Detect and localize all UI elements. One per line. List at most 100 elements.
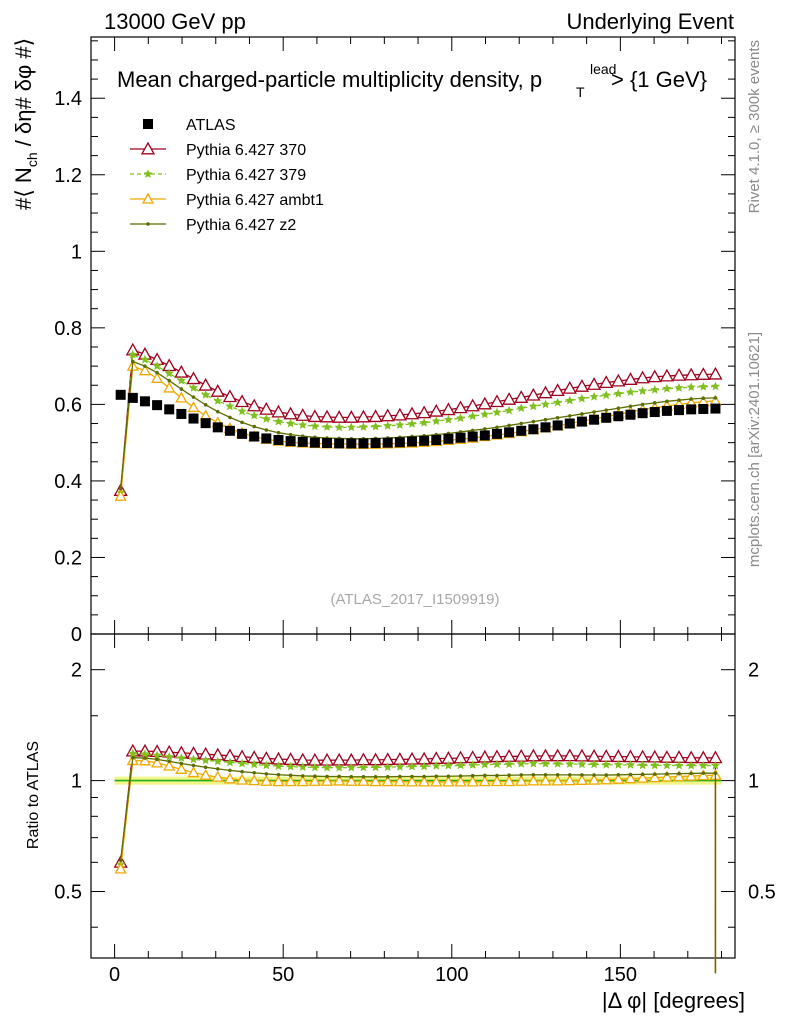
ratio-point-p379 xyxy=(710,760,720,770)
ratio-line-z2 xyxy=(120,757,717,974)
ratio-point-z2 xyxy=(276,772,281,777)
data-point-z2 xyxy=(652,401,657,405)
ratio-point-ambt1 xyxy=(272,775,285,787)
data-point-z2 xyxy=(167,378,172,383)
data-point-p379 xyxy=(176,375,186,385)
data-point-atlas xyxy=(686,404,697,415)
data-point-p370 xyxy=(380,408,395,422)
ratio-point-ambt1 xyxy=(697,769,710,781)
data-point-z2 xyxy=(689,397,693,401)
ratio-point-p379 xyxy=(334,762,344,772)
ratio-point-z2 xyxy=(143,756,147,760)
ratio-point-ambt1 xyxy=(454,775,467,787)
data-point-p370 xyxy=(599,375,614,389)
data-point-z2 xyxy=(628,404,633,409)
data-point-p370 xyxy=(174,364,189,378)
data-point-ambt1 xyxy=(114,489,127,501)
data-point-atlas xyxy=(127,392,138,403)
data-point-p370 xyxy=(562,380,577,394)
data-point-p370 xyxy=(307,409,322,423)
ratio-point-ambt1 xyxy=(418,775,431,787)
legend-marker-ambt1 xyxy=(141,192,155,204)
data-point-z2 xyxy=(228,415,232,420)
data-point-p379 xyxy=(504,405,514,415)
ratio-point-ambt1 xyxy=(320,774,334,786)
data-point-ambt1 xyxy=(163,381,176,393)
ratio-point-ambt1 xyxy=(563,774,576,786)
ratio-point-ambt1 xyxy=(223,772,237,784)
data-point-atlas xyxy=(273,434,284,445)
ratio-point-p379 xyxy=(273,761,283,770)
ratio-point-z2 xyxy=(616,773,621,777)
data-point-p379 xyxy=(286,418,296,428)
data-point-ambt1 xyxy=(175,391,188,403)
data-point-p370 xyxy=(611,373,626,387)
ratio-point-p379 xyxy=(128,748,138,758)
ratio-point-z2 xyxy=(507,773,511,778)
ratio-point-z2 xyxy=(167,759,172,764)
data-point-z2 xyxy=(677,398,681,402)
ratio-point-ambt1 xyxy=(685,769,698,781)
data-point-z2 xyxy=(507,423,511,428)
data-point-atlas xyxy=(613,411,624,422)
ratio-point-p379 xyxy=(237,758,247,768)
ratio-point-p379 xyxy=(601,759,611,769)
data-point-atlas xyxy=(406,436,417,447)
ratio-point-z2 xyxy=(483,773,487,778)
data-point-p370 xyxy=(586,377,602,390)
data-point-atlas xyxy=(394,437,405,448)
data-point-p370 xyxy=(489,394,505,408)
chart-title-tail: > {1 GeV} xyxy=(611,67,707,92)
data-point-z2 xyxy=(640,402,645,407)
data-point-p370 xyxy=(708,366,723,380)
ratio-point-z2 xyxy=(434,774,439,779)
data-point-p379 xyxy=(516,403,526,413)
ratio-point-p379 xyxy=(249,759,259,769)
data-point-p379 xyxy=(528,401,538,411)
ratio-point-ambt1 xyxy=(527,774,540,786)
data-point-p379 xyxy=(662,383,672,393)
ratio-point-z2 xyxy=(300,774,305,778)
ratio-point-p379 xyxy=(419,761,429,771)
data-point-z2 xyxy=(264,428,269,432)
data-point-ambt1 xyxy=(187,401,200,413)
data-point-atlas xyxy=(334,438,345,449)
y-tick-label: 0 xyxy=(71,624,82,646)
data-point-atlas xyxy=(200,418,211,429)
data-point-p370 xyxy=(671,367,687,381)
ratio-point-ambt1 xyxy=(138,754,152,766)
ratio-point-p379 xyxy=(625,760,635,769)
data-point-p370 xyxy=(465,398,480,412)
legend-marker-atlas xyxy=(143,119,153,129)
data-point-p379 xyxy=(395,420,405,429)
data-point-atlas xyxy=(455,432,466,443)
ratio-point-ambt1 xyxy=(211,770,224,782)
ratio-point-z2 xyxy=(228,768,232,773)
data-point-atlas xyxy=(479,430,490,441)
y-axis-label: #⟨ Nch / δη# δφ #⟩ xyxy=(11,38,40,210)
data-point-z2 xyxy=(543,417,548,422)
ratio-point-z2 xyxy=(592,773,596,777)
ratio-point-ambt1 xyxy=(345,774,358,786)
data-point-z2 xyxy=(531,419,536,424)
data-point-p379 xyxy=(249,410,259,420)
ratio-point-z2 xyxy=(422,774,426,779)
data-point-atlas xyxy=(285,436,296,447)
ratio-point-z2 xyxy=(580,773,584,777)
data-point-z2 xyxy=(713,396,718,400)
ratio-point-p379 xyxy=(456,760,466,770)
data-point-p379 xyxy=(152,361,162,370)
ratio-frame xyxy=(90,633,736,959)
ratio-point-ambt1 xyxy=(430,775,443,787)
data-point-atlas xyxy=(504,427,515,438)
data-point-p370 xyxy=(526,387,541,401)
main-panel: 0 0.2 0.4 0.6 0.8 1 1.2 1.4 Mean charged-particl… xyxy=(11,36,736,646)
chart-title-superscript: lead xyxy=(590,61,616,77)
ratio-point-p379 xyxy=(613,760,623,769)
ratio-point-ambt1 xyxy=(515,774,528,786)
data-point-z2 xyxy=(495,425,499,430)
ratio-point-z2 xyxy=(361,775,366,779)
ratio-point-p379 xyxy=(589,759,599,769)
data-point-atlas xyxy=(139,396,150,407)
data-point-p370 xyxy=(550,383,565,397)
